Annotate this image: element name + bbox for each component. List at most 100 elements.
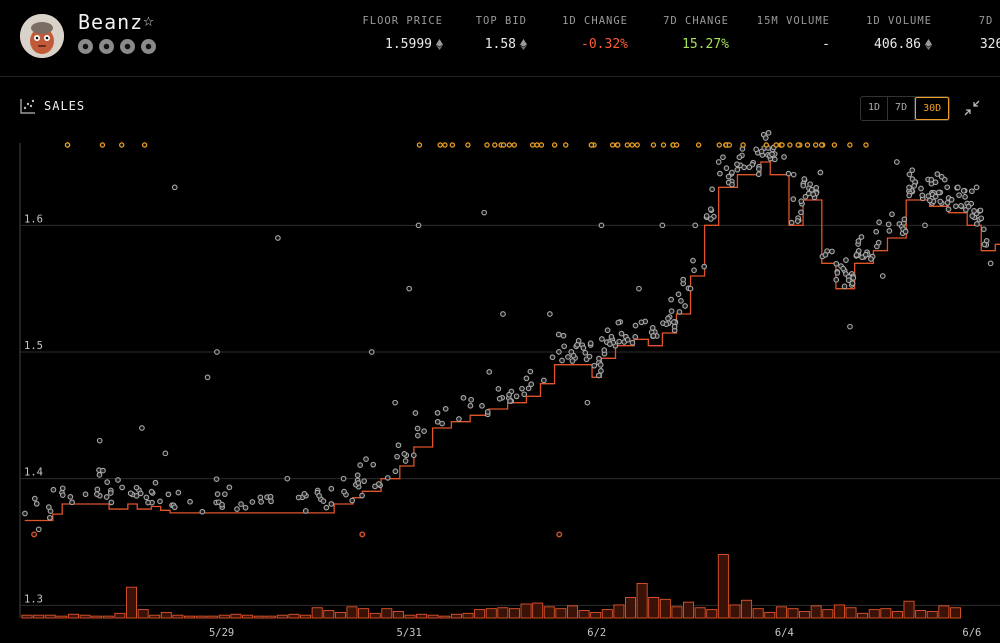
listing-point xyxy=(31,531,38,538)
range-1d[interactable]: 1D xyxy=(861,97,889,120)
sale-point xyxy=(302,508,309,514)
time-range-selector: 1D 7D 30D xyxy=(860,96,951,121)
sale-point xyxy=(513,393,520,400)
sale-point xyxy=(560,332,567,339)
volume-bar xyxy=(33,614,45,619)
listing-marker xyxy=(442,142,448,148)
volume-bar xyxy=(21,614,33,619)
sale-point xyxy=(601,347,608,353)
sale-point xyxy=(214,491,221,497)
volume-bar xyxy=(915,610,927,619)
volume-bar xyxy=(56,615,68,619)
volume-bar xyxy=(218,614,230,619)
sale-point xyxy=(729,181,735,188)
sale-point xyxy=(829,248,835,255)
volume-bar xyxy=(427,614,439,619)
sale-point xyxy=(596,355,602,362)
sale-point xyxy=(790,196,797,202)
listing-marker xyxy=(484,142,490,148)
volume-bar xyxy=(242,614,254,619)
sale-point xyxy=(316,492,322,499)
sale-point xyxy=(555,331,562,338)
listing-marker xyxy=(763,142,770,148)
volume-bar xyxy=(845,607,857,619)
favorite-star-icon[interactable]: ☆ xyxy=(143,10,154,31)
sale-point xyxy=(328,485,335,492)
sale-point xyxy=(133,492,140,499)
sale-point xyxy=(676,309,683,315)
volume-bar xyxy=(787,608,799,619)
range-30d[interactable]: 30D xyxy=(915,97,950,120)
sale-point xyxy=(354,472,361,479)
volume-bar xyxy=(578,610,590,619)
sale-point xyxy=(580,345,587,351)
volume-bar xyxy=(462,612,474,619)
range-7d[interactable]: 7D xyxy=(888,97,916,120)
volume-bar xyxy=(184,615,196,619)
sale-point xyxy=(267,493,274,500)
x-tick-label: 5/31 xyxy=(397,627,422,639)
sale-point xyxy=(415,222,422,229)
eth-icon xyxy=(436,39,443,50)
listing-marker xyxy=(740,142,746,148)
website-icon[interactable] xyxy=(120,39,135,54)
collection-avatar[interactable] xyxy=(20,14,64,58)
sale-point xyxy=(855,238,862,244)
volume-bar xyxy=(532,602,544,619)
opensea-icon[interactable] xyxy=(78,39,93,54)
volume-bar xyxy=(659,598,671,619)
volume-bar xyxy=(590,611,602,619)
sale-point xyxy=(175,489,182,496)
sale-point xyxy=(938,173,945,180)
sale-point xyxy=(968,188,975,195)
sale-point xyxy=(616,338,623,345)
sale-point xyxy=(671,323,678,330)
sale-point xyxy=(597,361,604,368)
volume-bar xyxy=(358,608,370,619)
sale-point xyxy=(703,213,710,219)
sale-point xyxy=(960,187,967,194)
sale-point xyxy=(707,216,714,222)
volume-bar xyxy=(300,614,312,619)
sale-point xyxy=(753,146,760,153)
sale-point xyxy=(31,495,38,502)
sale-point xyxy=(736,154,743,161)
sale-point xyxy=(35,526,42,533)
stat-value-text: - xyxy=(822,37,830,52)
sales-chart-canvas: 1.3 1.4 1.5 1.6 5/29 5/31 6/2 6/4 6/6 xyxy=(19,129,1000,639)
sale-point xyxy=(665,315,671,322)
sale-point xyxy=(833,260,840,267)
sale-point xyxy=(822,252,829,258)
sale-point xyxy=(670,319,677,325)
sale-point xyxy=(574,342,581,348)
sale-point xyxy=(495,386,502,392)
volume-bar xyxy=(764,611,776,619)
stat-label: TOP BID xyxy=(475,15,527,27)
listing-marker xyxy=(812,142,819,148)
magic-eden-icon[interactable] xyxy=(99,39,114,54)
sale-point xyxy=(934,171,941,177)
sale-point xyxy=(906,171,913,178)
listing-marker xyxy=(99,142,106,148)
sale-point xyxy=(659,222,666,229)
sale-point xyxy=(649,325,656,331)
sale-point xyxy=(682,303,688,309)
sale-point xyxy=(204,374,211,381)
sale-point xyxy=(219,501,225,508)
sale-point xyxy=(971,207,977,214)
volume-bar xyxy=(207,615,219,619)
sale-point xyxy=(937,198,944,205)
sale-point xyxy=(484,409,491,415)
sales-chart: 1.3 1.4 1.5 1.6 5/29 5/31 6/2 6/4 6/6 xyxy=(0,125,1000,643)
y-tick-label: 1.4 xyxy=(24,467,43,479)
sale-point xyxy=(528,381,535,388)
sale-point xyxy=(935,189,942,196)
sale-point xyxy=(850,274,857,281)
listing-marker xyxy=(804,142,811,148)
collapse-icon[interactable] xyxy=(964,100,980,116)
volume-bar xyxy=(392,611,404,619)
stats-icon[interactable] xyxy=(141,39,156,54)
volume-bar xyxy=(822,609,834,619)
sale-point xyxy=(527,368,534,375)
sale-point xyxy=(363,456,369,462)
